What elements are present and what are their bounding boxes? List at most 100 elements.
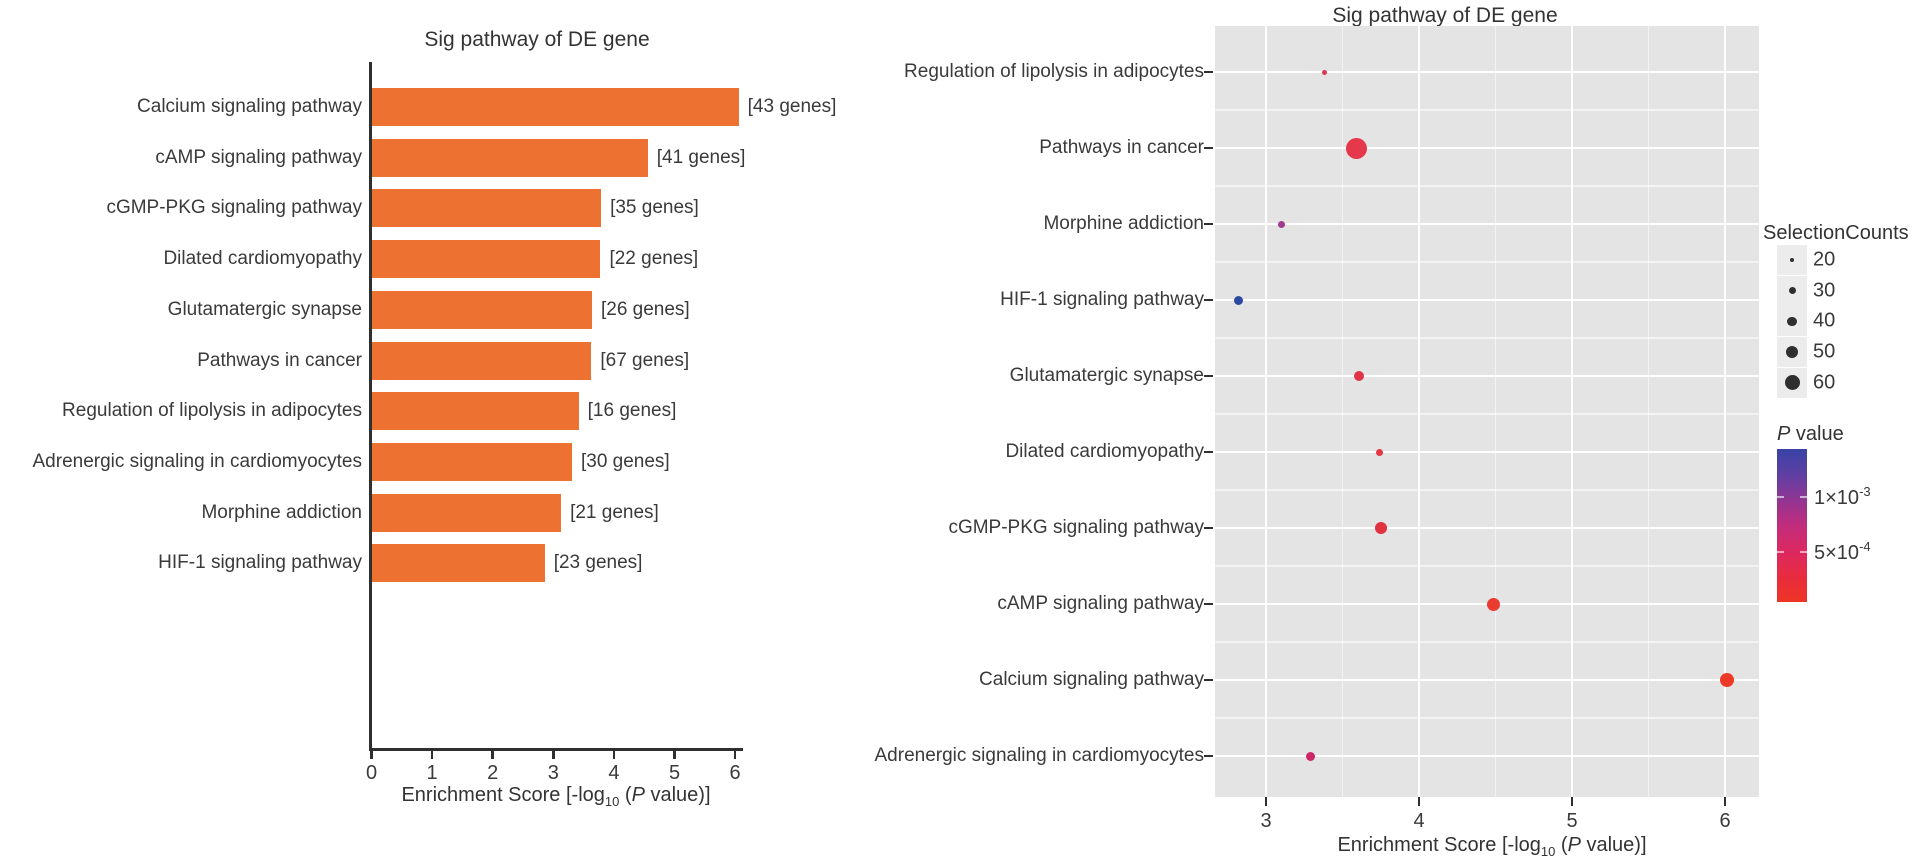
x-tick-label: 6 <box>729 762 741 784</box>
dot <box>1305 751 1315 761</box>
x-tick-label: 6 <box>1719 810 1731 832</box>
y-tick-mark <box>1204 526 1213 530</box>
x-tick-mark <box>1570 797 1574 806</box>
bar <box>372 240 601 279</box>
dot <box>1277 220 1285 228</box>
dot-category-label: cAMP signaling pathway <box>997 593 1204 614</box>
axis-title-text: Enrichment Score [-log <box>1337 834 1541 856</box>
bar <box>372 88 739 126</box>
x-tick-label: 3 <box>1260 810 1272 832</box>
gene-count-label: [67 genes] <box>600 349 690 371</box>
gene-count-label: [21 genes] <box>570 501 659 523</box>
grid-major-h <box>1215 70 1759 74</box>
y-tick-mark <box>1204 602 1213 606</box>
bar-category-label: Adrenergic signaling in cardiomyocytes <box>32 450 363 472</box>
x-tick-label: 4 <box>608 762 620 784</box>
grid-minor-v <box>1341 26 1344 797</box>
gene-count-label: [35 genes] <box>610 197 699 219</box>
grid-minor-h <box>1215 717 1759 719</box>
legend-size-label: 20 <box>1813 248 1836 271</box>
colorbar-label-text: 5×10 <box>1814 541 1860 564</box>
x-tick-mark <box>733 751 737 759</box>
y-tick-mark <box>1204 298 1213 302</box>
x-tick-label: 4 <box>1413 810 1425 832</box>
legend-colorbar <box>1777 449 1807 602</box>
grid-minor-v <box>1647 26 1650 797</box>
grid-minor-h <box>1215 565 1759 567</box>
dot-category-label: Pathways in cancer <box>1039 137 1204 158</box>
axis-title-text: value)] <box>1580 834 1647 856</box>
colorbar-label: 5×10-4 <box>1814 539 1871 565</box>
grid-major-v <box>1570 26 1574 797</box>
dot-chart-panel <box>1215 26 1759 797</box>
legend-size-label: 40 <box>1813 309 1836 332</box>
dot-chart-x-axis-title: Enrichment Score [-log10 (P value)] <box>1276 834 1708 859</box>
colorbar-tick <box>1800 496 1807 498</box>
dot-category-label: Regulation of lipolysis in adipocytes <box>904 61 1204 82</box>
dot <box>1375 448 1383 456</box>
x-tick-label: 5 <box>668 762 681 784</box>
grid-major-v <box>1264 26 1268 797</box>
bar <box>372 493 562 532</box>
grid-major-h <box>1215 146 1759 150</box>
grid-minor-h <box>1215 489 1759 491</box>
colorbar-tick <box>1800 551 1807 553</box>
bar-chart-x-axis-title: Enrichment Score [-log10 (P value)] <box>340 784 772 809</box>
gene-count-label: [22 genes] <box>609 248 699 270</box>
bar-category-label: Glutamatergic synapse <box>167 298 362 320</box>
colorbar-label-exponent: -3 <box>1859 484 1871 500</box>
x-tick-mark <box>430 751 434 759</box>
axis-title-text: value)] <box>644 784 711 806</box>
bar-category-label: cAMP signaling pathway <box>155 146 362 168</box>
bar-category-label: HIF-1 signaling pathway <box>158 552 362 574</box>
dot-category-label: Calcium signaling pathway <box>979 669 1204 690</box>
y-tick-mark <box>1204 678 1213 682</box>
grid-major-v <box>1417 26 1421 797</box>
colorbar-tick <box>1777 551 1784 553</box>
gene-count-label: [43 genes] <box>747 96 837 117</box>
x-tick-mark <box>491 751 494 759</box>
colorbar-label-exponent: -4 <box>1859 539 1871 555</box>
bar <box>372 189 602 228</box>
bar-chart-x-axis <box>369 748 743 751</box>
axis-title-sub: 10 <box>1540 844 1556 859</box>
gene-count-label: [30 genes] <box>580 450 670 472</box>
dot <box>1487 597 1501 611</box>
bar-category-label: Pathways in cancer <box>197 349 362 371</box>
dot-category-label: Adrenergic signaling in cardiomyocytes <box>874 745 1205 766</box>
axis-title-italic-p: P <box>1567 834 1581 856</box>
dot <box>1719 673 1734 687</box>
bar <box>372 392 579 431</box>
x-tick-mark <box>1723 797 1727 806</box>
legend-pvalue-text: value <box>1790 423 1844 445</box>
grid-minor-h <box>1215 337 1759 339</box>
dot <box>1374 522 1387 534</box>
y-tick-mark <box>1204 374 1213 378</box>
dot-category-label: cGMP-PKG signaling pathway <box>948 517 1204 538</box>
colorbar-label: 1×10-3 <box>1814 484 1871 510</box>
bar <box>372 290 592 329</box>
grid-minor-h <box>1215 109 1759 111</box>
x-tick-mark <box>612 751 616 759</box>
x-tick-label: 2 <box>487 762 499 784</box>
x-tick-label: 5 <box>1566 810 1578 832</box>
x-tick-label: 0 <box>365 762 378 784</box>
bar-chart-title: Sig pathway of DE gene <box>424 28 650 51</box>
legend-size-title: SelectionCounts <box>1763 222 1909 244</box>
gene-count-label: [26 genes] <box>600 298 690 320</box>
dot-category-label: Dilated cardiomyopathy <box>1005 441 1204 462</box>
axis-title-text: ( <box>619 784 632 806</box>
dot <box>1345 137 1367 159</box>
grid-major-h <box>1215 298 1759 302</box>
gene-count-label: [16 genes] <box>587 400 677 422</box>
colorbar-label-text: 1×10 <box>1814 486 1860 509</box>
grid-major-v <box>1723 26 1727 797</box>
grid-minor-h <box>1215 185 1759 187</box>
bar-category-label: Regulation of lipolysis in adipocytes <box>62 400 362 422</box>
bar-category-label: Dilated cardiomyopathy <box>163 248 362 270</box>
legend-size-dot <box>1789 257 1795 263</box>
bar <box>372 544 545 583</box>
grid-minor-h <box>1215 413 1759 415</box>
dot-chart-title: Sig pathway of DE gene <box>1332 4 1558 27</box>
